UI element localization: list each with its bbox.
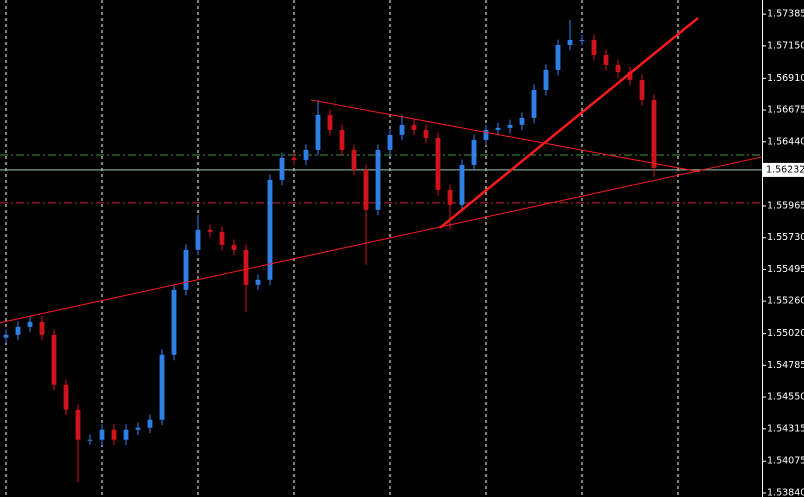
candle-body [15,326,21,335]
y-tick-label: 1.55495 [767,264,804,275]
y-tick-label: 1.56440 [767,136,804,147]
candle-body [75,409,81,440]
candle-body [387,134,393,150]
candle-body [459,164,465,205]
candle-body [603,54,609,65]
candle-body [615,64,621,72]
candle-body [531,89,537,118]
candle-body [135,427,141,430]
candle-body [651,99,657,168]
y-tick-label: 1.54785 [767,360,804,371]
candle-body [315,114,321,150]
candle-body [39,321,45,335]
axis-panel [762,0,804,497]
candle-body [159,354,165,420]
y-tick-label: 1.54550 [767,392,804,403]
candle-body [591,39,597,55]
candle-body [339,129,345,150]
candle-body [147,419,153,428]
candle-body [543,69,549,90]
candle-body [279,157,285,180]
candle-body [627,71,633,80]
candle-body [171,289,177,355]
candle-body [507,124,513,128]
candle-body [519,117,525,125]
y-tick-label: 1.55260 [767,296,804,307]
candle-body [327,114,333,130]
y-tick-label: 1.54075 [767,456,804,467]
current-price-box [763,162,804,177]
candle-body [111,429,117,440]
y-tick-label: 1.56675 [767,105,804,116]
candle-body [3,334,9,338]
candle-body [195,229,201,250]
candle-body [447,189,453,205]
candle-body [435,137,441,190]
candle-body [375,149,381,210]
candle-body [27,321,33,327]
candle-body [639,79,645,100]
candle-body [231,244,237,250]
candle-body [579,39,585,41]
candle-body [183,249,189,290]
trend-line [0,156,763,324]
y-tick-label: 1.53840 [767,487,804,497]
candle-body [63,384,69,410]
y-tick-label: 1.56910 [767,73,804,84]
candle-body [567,39,573,45]
trend-line [310,99,701,173]
y-tick-label: 1.57150 [767,40,804,51]
candle-body [87,439,93,441]
y-tick-label: 1.55965 [767,200,804,211]
candle-body [291,157,297,160]
candle-body [399,124,405,135]
current-price-label: 1.56232 [766,164,804,175]
candle-body [267,179,273,280]
candle-body [555,44,561,70]
candle-body [483,129,489,140]
candle-body [255,279,261,285]
y-tick-label: 1.54315 [767,423,804,434]
y-tick-label: 1.55730 [767,232,804,243]
trend-line [439,16,699,229]
candle-body [423,129,429,138]
candle-body [123,429,129,440]
candle-body [99,429,105,440]
candle-body [495,127,501,130]
candle-body [51,334,57,385]
candle-body [303,149,309,160]
candle-body [411,124,417,130]
candle-body [219,231,225,245]
candle-body [363,169,369,210]
candle-body [207,229,213,232]
candle-body [351,149,357,170]
y-tick-label: 1.55020 [767,328,804,339]
candle-body [243,249,249,285]
candle-body [471,139,477,165]
y-tick-label: 1.57385 [767,9,804,20]
